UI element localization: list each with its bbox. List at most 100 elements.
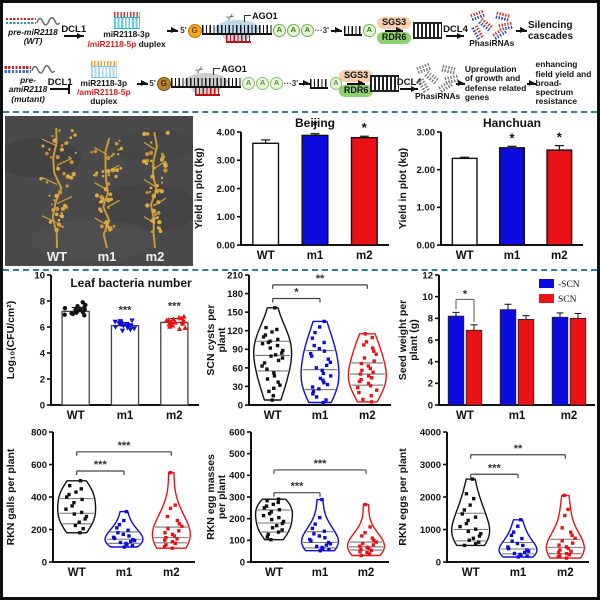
ago1-pointer: [213, 67, 221, 75]
arrow-icon: [515, 27, 527, 33]
arrow-icon: [526, 80, 536, 86]
pre-mirna-genotype: (mutant): [11, 93, 45, 104]
duplex-icon: [90, 60, 117, 78]
pre-mirna-genotype: (WT): [23, 36, 43, 46]
chart-hanchuan-yield: 0.00 1.00 2.00 3.00 WT m1 m2 Yield in plot (kg)…: [397, 115, 593, 267]
svg-text:0: 0: [40, 400, 45, 411]
mirna-duplex: miR2118-3p /miR2118-5p duplex: [87, 12, 166, 49]
svg-text:150: 150: [227, 308, 243, 319]
arrow-icon: [385, 27, 404, 33]
arrow-icon: [446, 32, 465, 39]
polya-icon: A: [256, 77, 269, 90]
silencing-cascades-label: Silencing cascades: [527, 19, 574, 42]
chart-svg-leaf: 0 2 4 6 8 10 WT m1 m2 Log₁₀(CFU/cm²) Leaf bacteria…: [5, 270, 199, 422]
svg-text:2: 2: [428, 379, 433, 390]
svg-text:***: ***: [168, 301, 182, 313]
svg-text:m2: m2: [561, 410, 578, 422]
rna-fragment-icon: [343, 25, 362, 36]
svg-text:**: **: [316, 273, 325, 285]
svg-text:2.00: 2.00: [417, 165, 436, 176]
svg-text:1.00: 1.00: [417, 203, 436, 214]
five-prime-label: 5': [149, 79, 156, 88]
mrna-icon: [201, 24, 272, 35]
blunt-arrow-icon: [50, 85, 71, 94]
svg-text:-SCN: -SCN: [558, 280, 580, 290]
svg-text:WT: WT: [67, 410, 85, 422]
svg-text:4000: 4000: [420, 428, 441, 438]
svg-text:***: ***: [94, 459, 108, 471]
dsrna-icon: [370, 75, 400, 92]
chart-leaf-bacteria: 0 2 4 6 8 10 WT m1 m2 Log₁₀(CFU/cm²) Leaf bacteria…: [5, 270, 205, 427]
svg-text:6: 6: [40, 322, 45, 333]
arrow-icon: [400, 85, 419, 92]
svg-text:***: ***: [119, 305, 133, 317]
svg-text:2.00: 2.00: [217, 184, 236, 195]
chart-scn-cysts: 0 30 60 90 120 150 180 210 WT m1 m2 SCN cysts per pl…: [205, 270, 397, 427]
svg-text:WT: WT: [456, 410, 474, 422]
svg-text:RKN egg masses: RKN egg masses: [205, 454, 217, 540]
chart-rkn-galls: 0 200 400 600 800 WT m1 m2 RKN galls per plant **…: [5, 427, 205, 584]
cap-g-icon: G: [187, 23, 202, 38]
svg-text:8: 8: [428, 314, 433, 325]
svg-text:Hanchuan: Hanchuan: [483, 116, 541, 130]
svg-text:m2: m2: [166, 410, 183, 422]
dsrna-icon: [412, 22, 442, 39]
sgs3-label: SGS3: [377, 17, 412, 29]
chart-svg-eggs: 0 1000 2000 3000 4000 WT m1 m2 RKN eggs per plan…: [397, 427, 589, 579]
svg-text:m2: m2: [551, 250, 568, 262]
svg-text:600: 600: [31, 460, 47, 471]
pathway-row-mutant: pre-amiR2118 (mutant) DCL1 miR2118-3p /a…: [3, 57, 594, 110]
chart-beijing-yield: 0.00 1.00 2.00 3.00 4.00 WT m1 m2 Yield in plot …: [193, 115, 397, 267]
duplex-strand-1: miR2118-3p: [103, 29, 150, 40]
svg-text:***: ***: [291, 481, 305, 493]
duplex-word: duplex: [136, 38, 166, 49]
phasirnas-label: PhasiRNAs: [469, 38, 515, 49]
pre-mirna-mutant: pre-amiR2118 (mutant): [3, 63, 56, 104]
duplex-strand-2: /amiR2118-5p: [77, 86, 131, 97]
svg-text:300: 300: [229, 492, 245, 503]
hairpin-icon: [31, 65, 56, 75]
svg-text:m1: m1: [312, 410, 329, 422]
chart-svg-scn: 0 30 60 90 120 150 180 210 WT m1 m2 SCN cysts per pl…: [205, 270, 391, 422]
svg-text:400: 400: [229, 471, 245, 482]
ago1-pointer: [244, 14, 252, 22]
field-yield-section: WT m1 m2 0.00 1.00 2.00 3.00 4.00 WT m1 m2 Yield…: [3, 113, 597, 269]
ago1-target-complex: 5' G ✂ AGO1 A A A ···3': [148, 63, 299, 99]
chart-svg-seed: 0 2 4 6 8 10 12 WT m1 m2 Seed weight per plant (g) -…: [397, 270, 595, 422]
svg-text:m1: m1: [504, 250, 521, 262]
dcl1-label: DCL1: [61, 24, 87, 35]
svg-text:200: 200: [229, 514, 245, 525]
svg-text:210: 210: [227, 271, 243, 281]
svg-text:*: *: [312, 118, 318, 133]
svg-text:m2: m2: [163, 567, 180, 579]
svg-text:***: ***: [488, 462, 502, 474]
svg-text:plant (g): plant (g): [408, 319, 420, 360]
duplex-icon: [113, 12, 140, 30]
polya-icon: A: [363, 24, 376, 37]
svg-text:*: *: [557, 130, 563, 145]
rna-sequence-icon: [6, 15, 60, 27]
chart-svg-beijing: 0.00 1.00 2.00 3.00 4.00 WT m1 m2 Yield in plot …: [193, 116, 389, 262]
resistance-row-1: 0 2 4 6 8 10 WT m1 m2 Log₁₀(CFU/cm²) Leaf bacteria…: [3, 270, 597, 428]
polya-icon: A: [287, 24, 300, 37]
svg-text:0: 0: [240, 557, 245, 568]
mrna-icon: [170, 77, 241, 88]
svg-text:m2: m2: [356, 250, 373, 262]
resistance-row-2: 0 200 400 600 800 WT m1 m2 RKN galls per plant **…: [3, 427, 597, 585]
svg-text:SCN: SCN: [558, 295, 577, 305]
svg-text:WT: WT: [265, 567, 283, 579]
duplex-strand-2: /miR2118-5p: [87, 38, 137, 49]
section-divider: [3, 269, 597, 271]
cap-g-icon: G: [156, 76, 171, 91]
svg-text:600: 600: [229, 428, 245, 438]
svg-text:0: 0: [42, 557, 47, 568]
dcl1-step: DCL1: [48, 77, 73, 94]
svg-text:0: 0: [436, 557, 441, 568]
rna-fragment-icon: [310, 78, 329, 89]
svg-text:m1: m1: [117, 410, 134, 422]
svg-text:800: 800: [31, 428, 47, 438]
ago1-label: AGO1: [221, 63, 247, 74]
phasirna-fragments-icon: [469, 10, 514, 41]
ago1-target-complex: 5' G ✂ AGO1 A A A ···3': [179, 10, 330, 46]
